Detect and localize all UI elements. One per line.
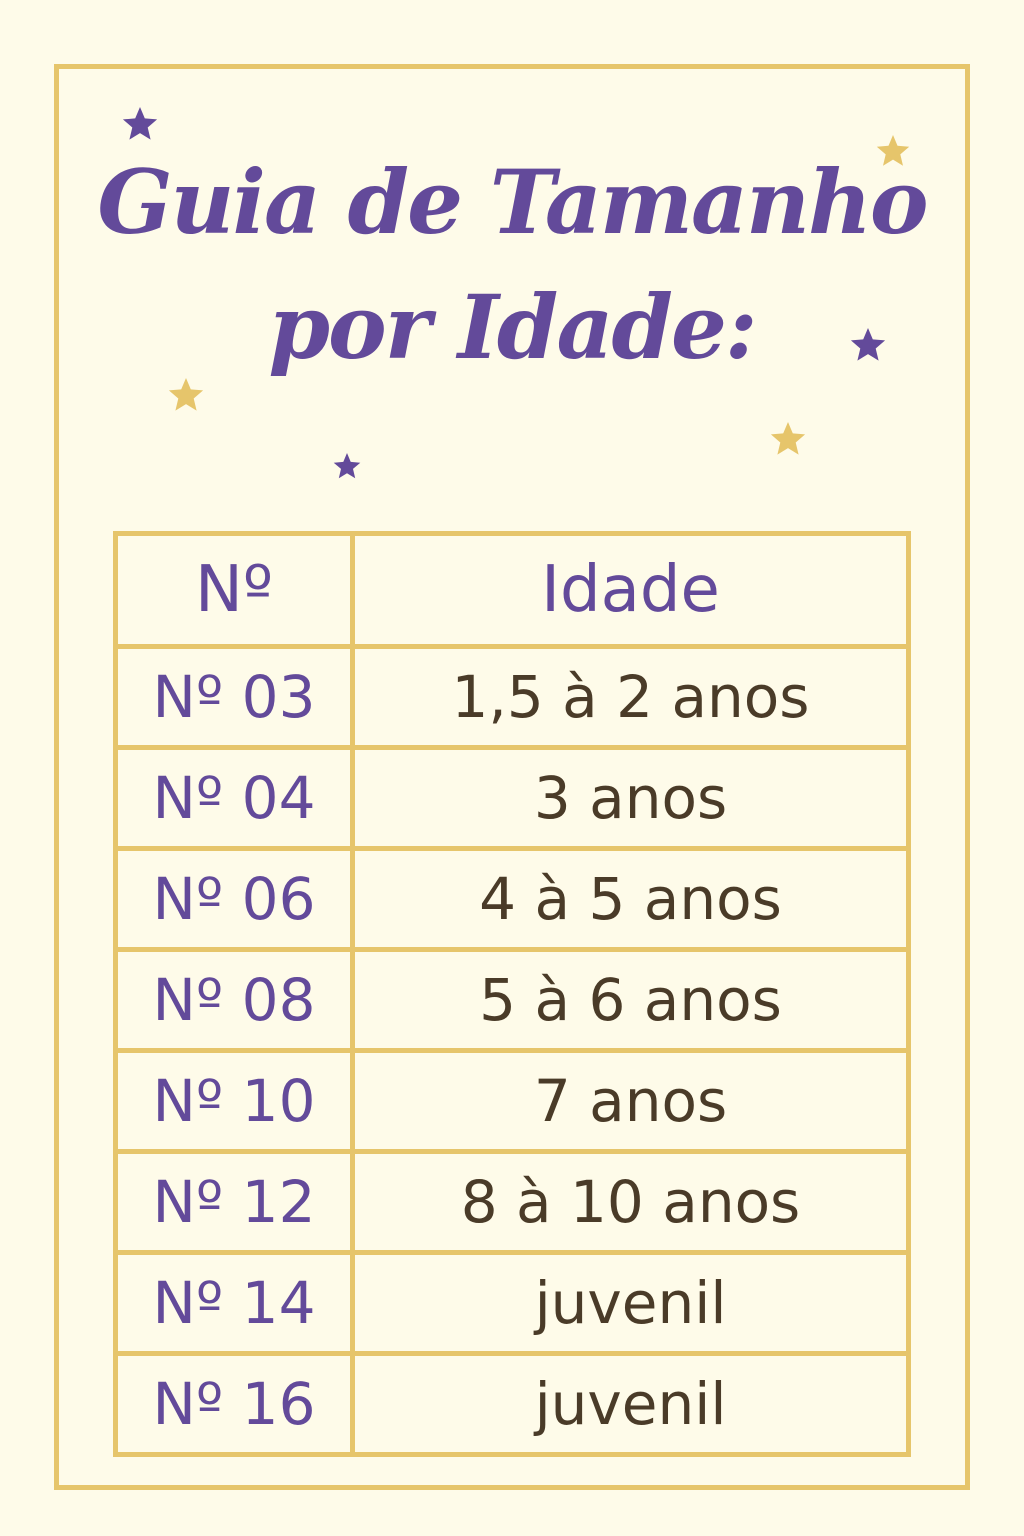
star-icon [122, 107, 158, 147]
table-header-row: Nº Idade [113, 531, 911, 649]
size-number: Nº 03 [113, 644, 355, 750]
age-range: juvenil [350, 1351, 911, 1457]
size-number: Nº 04 [113, 745, 355, 851]
age-range: 3 anos [350, 745, 911, 851]
table-row: Nº 14 juvenil [113, 1250, 911, 1356]
age-range: 1,5 à 2 anos [350, 644, 911, 750]
age-range: juvenil [350, 1250, 911, 1356]
title-line-1: Guia de Tamanho [97, 150, 928, 254]
size-number: Nº 10 [113, 1048, 355, 1154]
age-range: 7 anos [350, 1048, 911, 1154]
size-number: Nº 06 [113, 846, 355, 952]
star-icon [850, 328, 886, 368]
table-row: Nº 16 juvenil [113, 1351, 911, 1457]
table-row: Nº 04 3 anos [113, 745, 911, 851]
table-row: Nº 08 5 à 6 anos [113, 947, 911, 1053]
size-number: Nº 14 [113, 1250, 355, 1356]
page-frame [54, 64, 970, 1490]
age-range: 5 à 6 anos [350, 947, 911, 1053]
star-icon [333, 453, 361, 485]
table-row: Nº 06 4 à 5 anos [113, 846, 911, 952]
table-row: Nº 12 8 à 10 anos [113, 1149, 911, 1255]
size-number: Nº 08 [113, 947, 355, 1053]
size-table: Nº Idade Nº 03 1,5 à 2 anos Nº 04 3 anos Nº … [113, 531, 911, 1457]
star-icon [168, 378, 204, 418]
size-number: Nº 12 [113, 1149, 355, 1255]
table-row: Nº 10 7 anos [113, 1048, 911, 1154]
header-age: Idade [350, 531, 911, 649]
star-icon [770, 422, 806, 462]
age-range: 8 à 10 anos [350, 1149, 911, 1255]
table-row: Nº 03 1,5 à 2 anos [113, 644, 911, 750]
title-line-2: por Idade: [268, 275, 758, 379]
header-number: Nº [113, 531, 355, 649]
star-icon [876, 135, 910, 173]
age-range: 4 à 5 anos [350, 846, 911, 952]
size-number: Nº 16 [113, 1351, 355, 1457]
